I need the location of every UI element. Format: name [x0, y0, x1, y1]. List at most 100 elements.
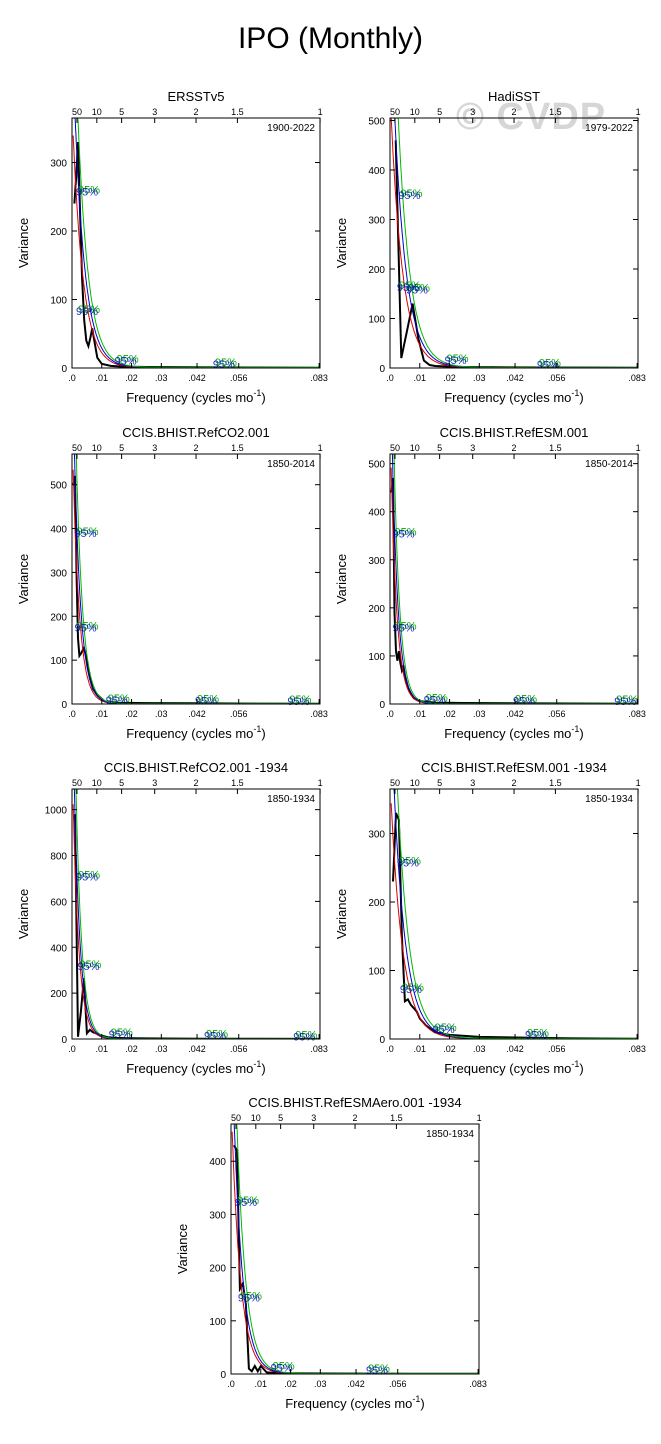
x-tick-label: .03: [155, 373, 168, 383]
period-tick-label: 2: [194, 778, 199, 788]
sig-label-green: 95%: [197, 694, 219, 706]
plot-frame: [389, 117, 639, 369]
y-tick-label: 0: [61, 364, 67, 375]
x-tick-label: .0: [227, 1379, 235, 1389]
watermark: © CVDP: [456, 96, 607, 138]
series-line-95pct: [73, 789, 320, 1039]
sig-label-green: 95%: [79, 959, 101, 971]
sig-label-green: 95%: [399, 280, 421, 292]
y-tick-label: 400: [50, 943, 67, 954]
sig-label-green: 95%: [539, 358, 561, 370]
x-tick-label: .056: [230, 373, 248, 383]
x-tick-label: .03: [314, 1379, 327, 1389]
x-tick-label: .083: [628, 373, 646, 383]
sig-label-green: 95%: [616, 694, 638, 706]
x-tick-label: .0: [386, 373, 394, 383]
sig-label-blue: 95%: [537, 360, 559, 372]
y-tick-label: 100: [368, 652, 385, 663]
x-axis-label-main: Frequency (cycles mo: [126, 726, 253, 741]
y-tick-label: 200: [209, 1264, 226, 1275]
x-axis-label-end: ): [579, 726, 583, 741]
x-axis-label-sup: -1: [412, 1394, 420, 1404]
sig-label-green: 95%: [111, 1027, 133, 1039]
plot-frame: [71, 453, 321, 705]
y-tick-label: 300: [50, 568, 67, 579]
sig-label-blue: 95%: [76, 871, 98, 883]
sig-label-blue: 95%: [392, 622, 414, 634]
sig-label-blue: 95%: [235, 1197, 257, 1209]
sig-label-green: 95%: [108, 693, 130, 705]
x-tick-label: .0: [68, 373, 76, 383]
period-tick-label: 10: [410, 778, 420, 788]
y-tick-label: 0: [379, 364, 385, 375]
chart-title: ERSSTv5: [167, 89, 224, 104]
x-tick-label: .0: [68, 709, 76, 719]
series-line-spectrum: [392, 812, 638, 1039]
x-tick-label: .083: [628, 709, 646, 719]
y-tick-label: 600: [50, 897, 67, 908]
page-title: IPO (Monthly): [237, 22, 424, 55]
period-tick-label: 1: [318, 107, 323, 117]
x-tick-label: .042: [506, 1044, 524, 1054]
sig-label-green: 95%: [289, 694, 311, 706]
x-tick-label: .01: [96, 373, 109, 383]
x-tick-label: .083: [469, 1379, 487, 1389]
series-line-spectrum: [72, 475, 320, 704]
series-line-99pct: [391, 789, 638, 1039]
x-axis-label-end: ): [579, 390, 583, 405]
y-tick-label: 500: [368, 460, 385, 471]
x-tick-label: .02: [443, 1044, 456, 1054]
sig-label-green: 95%: [368, 1363, 390, 1375]
y-tick-label: 300: [368, 215, 385, 226]
sig-label-blue: 95%: [106, 695, 128, 707]
period-tick-label: 10: [92, 107, 102, 117]
y-tick-label: 0: [220, 1370, 226, 1381]
x-axis-label-sup: -1: [571, 724, 579, 734]
sig-label-blue: 95%: [400, 984, 422, 996]
sig-label-blue: 95%: [74, 528, 96, 540]
sig-label-green: 95%: [76, 526, 98, 538]
x-axis-label: Frequency (cycles mo-1): [285, 1394, 425, 1411]
series-line-spectrum: [390, 477, 638, 704]
y-tick-label: 400: [209, 1157, 226, 1168]
x-axis-label-sup: -1: [253, 1059, 261, 1069]
sig-label-blue: 95%: [195, 696, 217, 708]
x-tick-label: .03: [155, 709, 168, 719]
y-axis-label: Variance: [175, 1224, 190, 1274]
x-tick-label: .056: [230, 709, 248, 719]
x-tick-label: .02: [443, 373, 456, 383]
sig-label-green: 95%: [215, 357, 237, 369]
chart-title: CCIS.BHIST.RefESM.001: [440, 425, 589, 440]
sig-label-green: 95%: [78, 184, 100, 196]
x-axis-label-main: Frequency (cycles mo: [126, 1061, 253, 1076]
series-line-spectrum: [74, 814, 320, 1039]
series-line-red-noise: [390, 803, 638, 1039]
series-line-spectrum: [73, 141, 320, 368]
x-tick-label: .056: [548, 1044, 566, 1054]
series-line-95pct: [391, 789, 638, 1039]
x-tick-label: .03: [473, 373, 486, 383]
y-axis-label: Variance: [16, 889, 31, 939]
sig-label-blue: 95%: [406, 284, 428, 296]
series-line-red-noise: [72, 135, 320, 368]
y-tick-label: 0: [379, 700, 385, 711]
x-tick-label: .056: [548, 709, 566, 719]
chart-refesmaero-1934: CCIS.BHIST.RefESMAero.001 -1934 95% 95% 95%…: [175, 1095, 487, 1411]
series-line-95pct: [391, 118, 638, 368]
x-axis-label-end: ): [261, 1061, 265, 1076]
period-tick-label: 50: [390, 443, 400, 453]
sig-label-blue: 95%: [397, 857, 419, 869]
y-tick-label: 100: [209, 1317, 226, 1328]
period-tick-label: 1: [318, 778, 323, 788]
sig-label-blue: 95%: [271, 1363, 293, 1375]
x-tick-label: .042: [347, 1379, 365, 1389]
x-tick-label: .01: [414, 373, 427, 383]
y-tick-label: 200: [368, 898, 385, 909]
y-tick-label: 400: [368, 166, 385, 177]
period-tick-label: 3: [152, 778, 157, 788]
chart-title: CCIS.BHIST.RefESMAero.001 -1934: [248, 1095, 461, 1110]
sig-label-blue: 95%: [109, 1029, 131, 1041]
sig-label-green: 95%: [400, 188, 422, 200]
period-tick-label: 1: [636, 443, 641, 453]
